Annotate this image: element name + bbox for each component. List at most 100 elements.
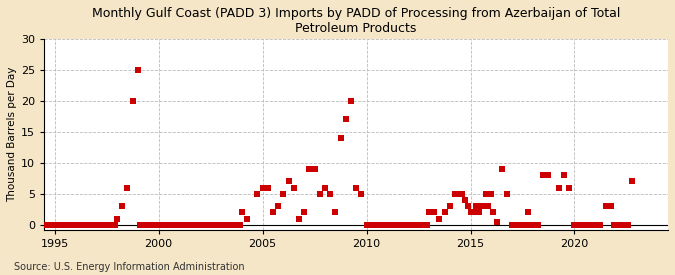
Point: [379, 223, 389, 227]
Point: [252, 192, 263, 196]
Point: [183, 223, 194, 227]
Point: [75, 223, 86, 227]
Point: [284, 179, 294, 184]
Point: [211, 223, 221, 227]
Point: [403, 223, 414, 227]
Point: [193, 223, 204, 227]
Point: [223, 223, 234, 227]
Point: [107, 223, 117, 227]
Point: [191, 223, 202, 227]
Point: [406, 223, 417, 227]
Point: [370, 223, 381, 227]
Point: [401, 223, 412, 227]
Point: [429, 210, 439, 214]
Point: [108, 223, 119, 227]
Point: [77, 223, 88, 227]
Point: [392, 223, 403, 227]
Point: [368, 223, 379, 227]
Point: [165, 223, 176, 227]
Point: [227, 223, 238, 227]
Point: [273, 204, 284, 208]
Point: [202, 223, 213, 227]
Point: [524, 223, 535, 227]
Point: [122, 185, 133, 190]
Text: Source: U.S. Energy Information Administration: Source: U.S. Energy Information Administ…: [14, 262, 244, 272]
Point: [611, 223, 622, 227]
Point: [110, 223, 121, 227]
Point: [554, 185, 564, 190]
Point: [375, 223, 386, 227]
Point: [325, 192, 335, 196]
Point: [593, 223, 604, 227]
Point: [583, 223, 594, 227]
Point: [371, 223, 382, 227]
Point: [340, 117, 351, 122]
Point: [212, 223, 223, 227]
Point: [215, 223, 226, 227]
Point: [385, 223, 396, 227]
Point: [136, 223, 146, 227]
Point: [53, 223, 63, 227]
Point: [382, 223, 393, 227]
Point: [450, 192, 460, 196]
Point: [196, 223, 207, 227]
Point: [46, 223, 57, 227]
Point: [169, 223, 180, 227]
Point: [621, 223, 632, 227]
Point: [483, 204, 493, 208]
Point: [157, 223, 167, 227]
Point: [420, 223, 431, 227]
Point: [398, 223, 408, 227]
Point: [574, 223, 585, 227]
Point: [205, 223, 216, 227]
Point: [98, 223, 109, 227]
Point: [146, 223, 157, 227]
Point: [569, 223, 580, 227]
Point: [176, 223, 186, 227]
Point: [587, 223, 597, 227]
Point: [614, 223, 625, 227]
Point: [538, 173, 549, 177]
Point: [346, 99, 356, 103]
Point: [132, 68, 143, 72]
Point: [219, 223, 230, 227]
Point: [101, 223, 112, 227]
Point: [159, 223, 169, 227]
Point: [217, 223, 228, 227]
Point: [224, 223, 235, 227]
Point: [148, 223, 159, 227]
Point: [444, 204, 455, 208]
Point: [92, 223, 103, 227]
Point: [356, 192, 367, 196]
Title: Monthly Gulf Coast (PADD 3) Imports by PADD of Processing from Azerbaijan of Tot: Monthly Gulf Coast (PADD 3) Imports by P…: [92, 7, 620, 35]
Point: [278, 192, 289, 196]
Point: [103, 223, 114, 227]
Point: [465, 210, 476, 214]
Point: [40, 223, 51, 227]
Point: [233, 223, 244, 227]
Point: [153, 223, 164, 227]
Point: [460, 198, 470, 202]
Point: [200, 223, 211, 227]
Point: [198, 223, 209, 227]
Point: [475, 204, 486, 208]
Point: [415, 223, 426, 227]
Point: [87, 223, 98, 227]
Point: [47, 223, 58, 227]
Point: [394, 223, 405, 227]
Point: [70, 223, 81, 227]
Point: [162, 223, 173, 227]
Point: [481, 192, 491, 196]
Point: [221, 223, 232, 227]
Point: [288, 185, 299, 190]
Point: [564, 185, 574, 190]
Point: [422, 223, 433, 227]
Point: [591, 223, 602, 227]
Point: [309, 167, 320, 171]
Point: [527, 223, 538, 227]
Point: [174, 223, 185, 227]
Point: [578, 223, 589, 227]
Point: [516, 223, 526, 227]
Point: [127, 99, 138, 103]
Point: [230, 223, 240, 227]
